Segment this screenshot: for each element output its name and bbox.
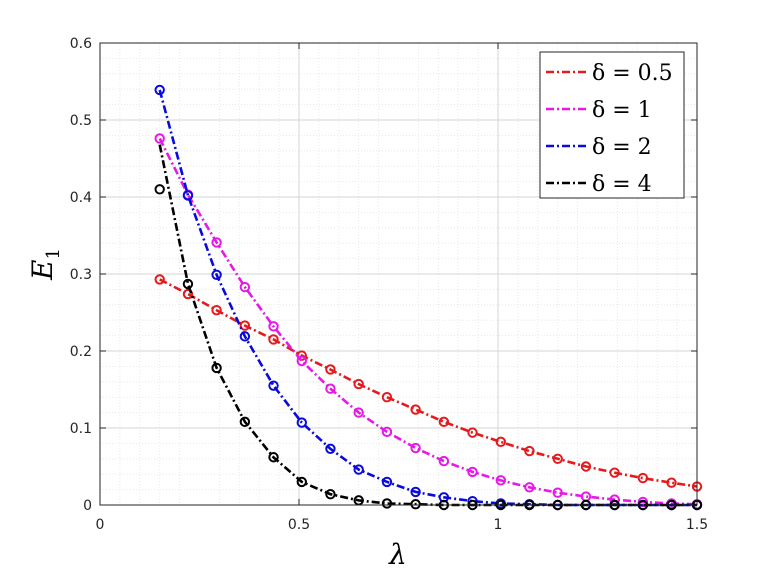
data-point [268,380,279,391]
data-point [438,416,450,428]
x-tick-label: 0.5 [288,517,310,533]
data-point [325,443,336,454]
y-axis-label-main: E [26,260,59,281]
data-point [637,496,649,508]
data-point [182,288,194,300]
data-point [410,486,421,498]
data-point [381,392,393,403]
data-point [467,427,478,438]
data-point [211,269,222,280]
data-point [381,426,393,438]
data-point [524,445,535,457]
x-tick-label: 1.5 [686,517,708,533]
y-axis-label: E1 [26,248,64,281]
data-point [410,499,421,510]
data-point [211,237,222,248]
data-point [182,190,194,201]
data-point [211,362,222,374]
series-line [158,144,697,507]
data-point [154,84,165,96]
data-point [325,364,336,375]
data-point [268,334,279,345]
svg-text:E1: E1 [26,248,64,281]
y-tick-label: 0.2 [70,344,92,360]
data-point [410,404,421,415]
data-point [552,487,563,498]
data-point [239,320,251,331]
data-point [353,407,364,418]
data-point [182,278,194,290]
data-point [154,274,165,285]
data-point [381,476,393,488]
data-point [495,436,506,448]
data-point [325,489,336,500]
y-axis-label-subscript: 1 [43,248,64,259]
y-tick-label: 0.5 [70,113,92,129]
data-point [268,452,279,463]
axis-ticks: 0 0.5 1 1.5 0 0.1 0.2 0.3 0.4 0.5 0.6 [70,36,708,533]
legend-label: δ = 0.5 [592,61,673,86]
data-point [353,464,364,475]
data-point [381,498,393,509]
data-point [410,442,421,454]
y-tick-label: 0.3 [70,267,92,283]
data-point [609,467,620,478]
x-tick-label: 1 [494,517,503,533]
data-point [353,378,364,390]
y-tick-label: 0.4 [70,190,92,206]
data-point [239,331,251,342]
data-point [325,383,336,394]
data-point [524,482,535,493]
legend-label: δ = 4 [592,172,652,197]
data-point [211,304,222,316]
x-tick-label: 0 [96,517,105,533]
data-point [268,321,279,332]
data-point [154,184,165,195]
data-point [239,281,251,293]
series-1 [154,274,703,492]
data-point [239,416,251,428]
major-grid [100,43,697,505]
data-point [296,476,307,488]
data-point [666,477,677,488]
data-point [296,417,307,428]
data-point [580,461,592,472]
legend-box [539,51,685,199]
data-point [467,466,478,478]
data-point [552,453,563,464]
data-point [438,455,450,467]
data-point [154,133,165,144]
legend: δ = 0.5 δ = 1 δ = 2 δ = 4 [539,51,685,199]
y-tick-label: 0.1 [70,421,92,437]
data-point [637,472,649,484]
data-point [296,355,307,367]
y-tick-label: 0.6 [70,36,92,52]
legend-label: δ = 1 [592,98,652,123]
x-axis-label: λ [388,538,407,571]
data-point [495,475,506,486]
legend-label: δ = 2 [592,135,652,160]
y-tick-label: 0 [83,498,92,514]
